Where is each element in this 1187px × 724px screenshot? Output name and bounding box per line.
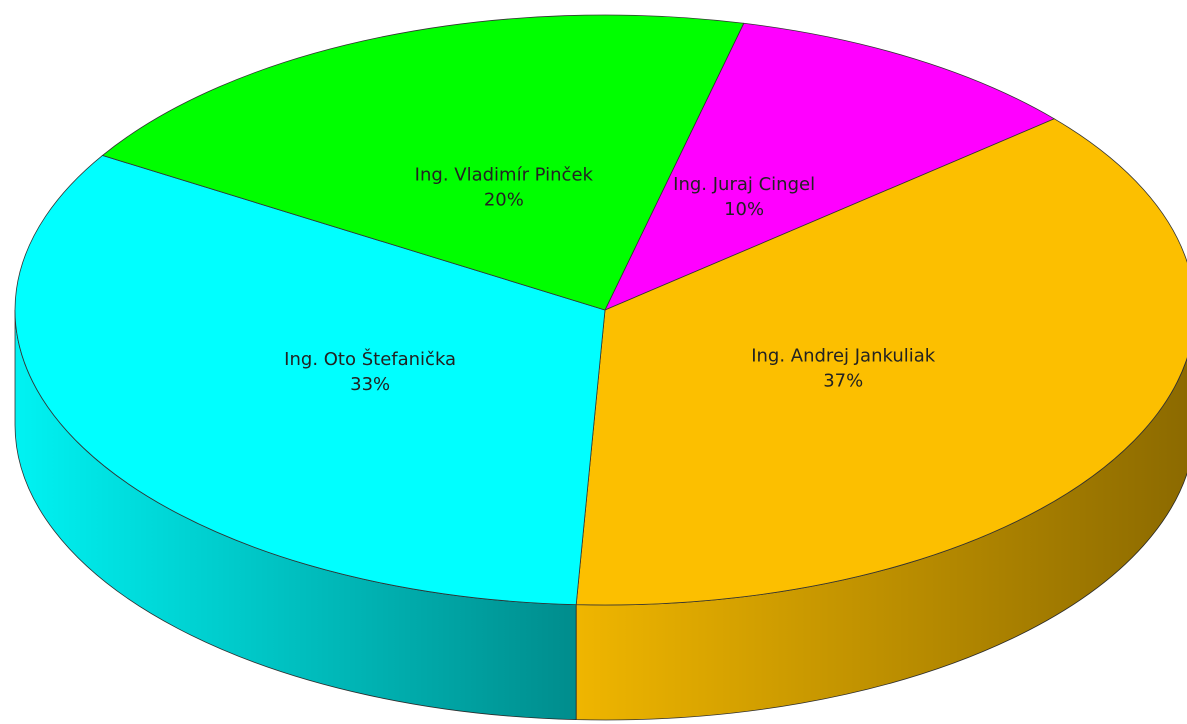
pie-side-shade (576, 358, 1187, 720)
slice-value-label: 20% (484, 189, 524, 210)
pie-labels: Ing. Juraj Cingel 10% Ing. Andrej Jankulia… (284, 164, 936, 395)
slice-value-label: 33% (350, 374, 390, 395)
slice-value-label: 10% (724, 199, 764, 220)
slice-label: Ing. Oto Štefanička (284, 348, 456, 370)
pie-slice (14, 154, 606, 606)
slice-label: Ing. Andrej Jankuliak (751, 346, 936, 367)
slice-label: Ing. Juraj Cingel (673, 174, 815, 195)
pie-tops (14, 14, 1187, 606)
pie-slice (604, 22, 1056, 311)
slice-label: Ing. Vladimír Pinček (415, 164, 594, 185)
pie-slice (101, 14, 745, 311)
pie-side-shade (15, 310, 577, 720)
slice-value-label: 37% (823, 371, 863, 392)
pie-slice (575, 118, 1187, 606)
